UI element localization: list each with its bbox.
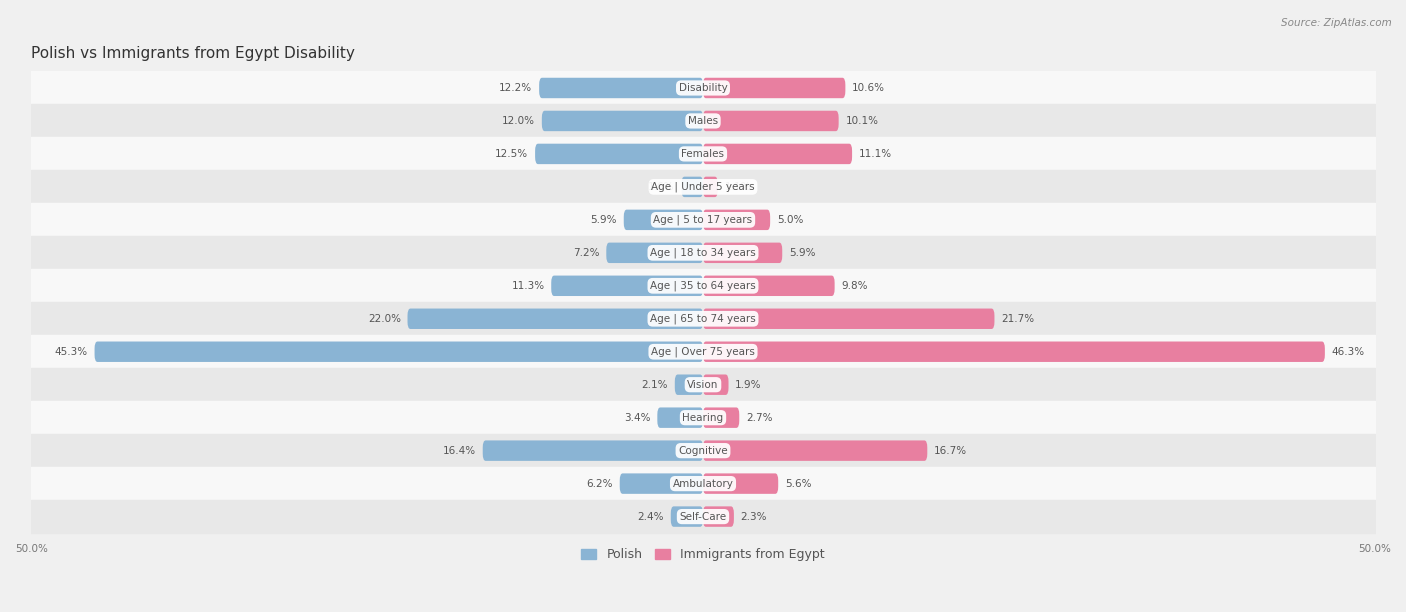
- FancyBboxPatch shape: [606, 242, 703, 263]
- Text: 11.1%: 11.1%: [859, 149, 891, 159]
- FancyBboxPatch shape: [703, 408, 740, 428]
- Text: Cognitive: Cognitive: [678, 446, 728, 456]
- Text: 16.7%: 16.7%: [934, 446, 967, 456]
- Text: 7.2%: 7.2%: [574, 248, 599, 258]
- Text: 2.7%: 2.7%: [747, 412, 772, 423]
- Text: Disability: Disability: [679, 83, 727, 93]
- Text: 6.2%: 6.2%: [586, 479, 613, 488]
- FancyBboxPatch shape: [703, 242, 782, 263]
- Text: 45.3%: 45.3%: [55, 347, 87, 357]
- Text: Source: ZipAtlas.com: Source: ZipAtlas.com: [1281, 18, 1392, 28]
- FancyBboxPatch shape: [703, 144, 852, 164]
- Text: 21.7%: 21.7%: [1001, 314, 1035, 324]
- Text: Self-Care: Self-Care: [679, 512, 727, 521]
- Text: Females: Females: [682, 149, 724, 159]
- FancyBboxPatch shape: [620, 474, 703, 494]
- Text: Polish vs Immigrants from Egypt Disability: Polish vs Immigrants from Egypt Disabili…: [31, 46, 356, 61]
- Text: 9.8%: 9.8%: [841, 281, 868, 291]
- FancyBboxPatch shape: [703, 210, 770, 230]
- Text: Hearing: Hearing: [682, 412, 724, 423]
- Text: 10.6%: 10.6%: [852, 83, 886, 93]
- Text: Ambulatory: Ambulatory: [672, 479, 734, 488]
- Text: 5.6%: 5.6%: [785, 479, 811, 488]
- Text: 12.0%: 12.0%: [502, 116, 536, 126]
- FancyBboxPatch shape: [703, 111, 838, 131]
- Text: 2.3%: 2.3%: [741, 512, 768, 521]
- Text: 2.4%: 2.4%: [637, 512, 664, 521]
- Text: Vision: Vision: [688, 379, 718, 390]
- Text: 16.4%: 16.4%: [443, 446, 477, 456]
- FancyBboxPatch shape: [541, 111, 703, 131]
- Text: 5.9%: 5.9%: [789, 248, 815, 258]
- Text: 5.9%: 5.9%: [591, 215, 617, 225]
- Text: Age | Under 5 years: Age | Under 5 years: [651, 182, 755, 192]
- FancyBboxPatch shape: [703, 275, 835, 296]
- FancyBboxPatch shape: [703, 506, 734, 527]
- FancyBboxPatch shape: [658, 408, 703, 428]
- FancyBboxPatch shape: [536, 144, 703, 164]
- FancyBboxPatch shape: [408, 308, 703, 329]
- Text: Age | 35 to 64 years: Age | 35 to 64 years: [650, 280, 756, 291]
- Text: Males: Males: [688, 116, 718, 126]
- Text: 1.1%: 1.1%: [724, 182, 751, 192]
- FancyBboxPatch shape: [703, 341, 1324, 362]
- Text: 10.1%: 10.1%: [845, 116, 879, 126]
- Text: 5.0%: 5.0%: [778, 215, 803, 225]
- Text: 2.1%: 2.1%: [641, 379, 668, 390]
- FancyBboxPatch shape: [624, 210, 703, 230]
- Text: 46.3%: 46.3%: [1331, 347, 1365, 357]
- FancyBboxPatch shape: [703, 375, 728, 395]
- Text: 12.5%: 12.5%: [495, 149, 529, 159]
- Text: 3.4%: 3.4%: [624, 412, 651, 423]
- Text: 11.3%: 11.3%: [512, 281, 544, 291]
- FancyBboxPatch shape: [675, 375, 703, 395]
- FancyBboxPatch shape: [703, 177, 718, 197]
- FancyBboxPatch shape: [551, 275, 703, 296]
- Text: Age | 5 to 17 years: Age | 5 to 17 years: [654, 215, 752, 225]
- Text: Age | 18 to 34 years: Age | 18 to 34 years: [650, 248, 756, 258]
- FancyBboxPatch shape: [671, 506, 703, 527]
- Text: 1.9%: 1.9%: [735, 379, 762, 390]
- FancyBboxPatch shape: [482, 441, 703, 461]
- FancyBboxPatch shape: [682, 177, 703, 197]
- Text: 1.6%: 1.6%: [648, 182, 675, 192]
- Text: 22.0%: 22.0%: [368, 314, 401, 324]
- Legend: Polish, Immigrants from Egypt: Polish, Immigrants from Egypt: [576, 543, 830, 566]
- FancyBboxPatch shape: [703, 474, 778, 494]
- FancyBboxPatch shape: [703, 308, 994, 329]
- FancyBboxPatch shape: [703, 78, 845, 98]
- FancyBboxPatch shape: [538, 78, 703, 98]
- FancyBboxPatch shape: [703, 441, 928, 461]
- Text: Age | Over 75 years: Age | Over 75 years: [651, 346, 755, 357]
- Text: Age | 65 to 74 years: Age | 65 to 74 years: [650, 313, 756, 324]
- FancyBboxPatch shape: [94, 341, 703, 362]
- Text: 12.2%: 12.2%: [499, 83, 533, 93]
